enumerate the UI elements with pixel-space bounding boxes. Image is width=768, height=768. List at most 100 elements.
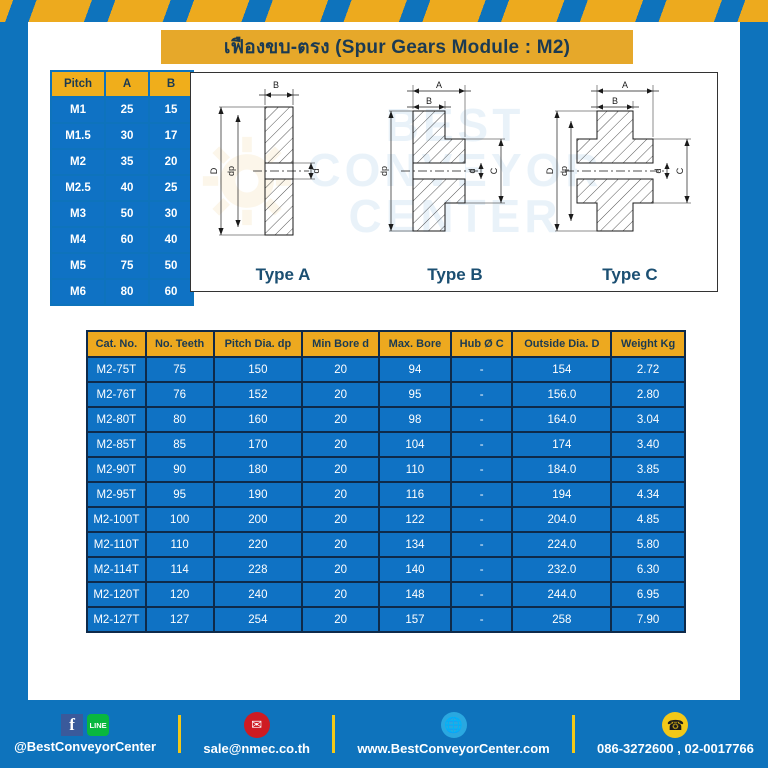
- globe-icon[interactable]: 🌐: [440, 712, 467, 738]
- envelope-icon[interactable]: ✉: [243, 712, 270, 738]
- title-banner: เฟืองขบ-ตรง (Spur Gears Module : M2): [161, 30, 633, 64]
- table-row: M2-110T 110 220 20 134-224.0 5.80: [88, 533, 684, 556]
- pitch-cell: 30: [106, 124, 148, 148]
- spec-cell-pitch-dia: 228: [214, 558, 302, 581]
- pitch-header-pitch: Pitch: [52, 72, 104, 96]
- phone-icon[interactable]: ☎: [662, 712, 689, 738]
- spec-header-max-bore: Max. Bore: [380, 332, 450, 356]
- spec-cell-cat-no: M2-80T: [88, 408, 145, 431]
- spec-header-row: Cat. No. No. Teeth Pitch Dia. dp Min Bor…: [88, 332, 684, 356]
- footer-website-label: www.BestConveyorCenter.com: [357, 741, 550, 756]
- spec-cell-no-teeth: 127: [146, 608, 213, 631]
- spec-cell-weight: 6.95: [612, 583, 684, 606]
- table-row: M2-76T 76 152 20 95-156.0 2.80: [88, 383, 684, 406]
- table-row: M2-95T 95 190 20 116-194 4.34: [88, 483, 684, 506]
- spec-cell-max-bore: 140: [380, 558, 450, 581]
- spec-cell-no-teeth: 75: [146, 358, 213, 381]
- table-row: M1.5 30 17: [52, 124, 192, 148]
- spec-cell-cat-no: M2-127T: [88, 608, 145, 631]
- svg-text:dp: dp: [379, 166, 389, 176]
- footer-social-group[interactable]: f LINE @BestConveyorCenter: [8, 714, 162, 754]
- spec-cell-outside-dia: 258: [513, 608, 611, 631]
- footer-phone-group[interactable]: ☎ 086-3272600 , 02-0017766: [591, 712, 760, 756]
- spec-cell-outside-dia: 156.0: [513, 383, 611, 406]
- spec-cell-no-teeth: 76: [146, 383, 213, 406]
- table-row: M2-75T 75 150 20 94-154 2.72: [88, 358, 684, 381]
- spec-cell-no-teeth: 85: [146, 433, 213, 456]
- table-row: M2-114T 114 228 20 140-232.0 6.30: [88, 558, 684, 581]
- spec-cell-min-bore: 20: [303, 408, 379, 431]
- spec-cell-pitch-dia: 152: [214, 383, 302, 406]
- footer-email-group[interactable]: ✉ sale@nmec.co.th: [197, 712, 316, 756]
- pitch-cell: 50: [150, 254, 192, 278]
- spec-header-cat-no: Cat. No.: [88, 332, 145, 356]
- spec-cell-weight: 2.72: [612, 358, 684, 381]
- pitch-cell: M2.5: [52, 176, 104, 200]
- spec-cell-pitch-dia: 190: [214, 483, 302, 506]
- spec-cell-outside-dia: 244.0: [513, 583, 611, 606]
- spec-cell-max-bore: 157: [380, 608, 450, 631]
- svg-text:B: B: [426, 96, 432, 106]
- spec-cell-max-bore: 94: [380, 358, 450, 381]
- spec-cell-max-bore: 116: [380, 483, 450, 506]
- line-icon[interactable]: LINE: [87, 714, 110, 736]
- table-row: M2-127T 127 254 20 157-258 7.90: [88, 608, 684, 631]
- spec-cell-weight: 2.80: [612, 383, 684, 406]
- spec-cell-max-bore: 122: [380, 508, 450, 531]
- table-row: M2-90T 90 180 20 110-184.0 3.85: [88, 458, 684, 481]
- footer-phone-label: 086-3272600 , 02-0017766: [597, 741, 754, 756]
- svg-text:C: C: [489, 167, 499, 174]
- spec-cell-outside-dia: 184.0: [513, 458, 611, 481]
- table-row: M4 60 40: [52, 228, 192, 252]
- spec-cell-pitch-dia: 220: [214, 533, 302, 556]
- page-title: เฟืองขบ-ตรง (Spur Gears Module : M2): [223, 37, 571, 58]
- table-row: M2-80T 80 160 20 98-164.0 3.04: [88, 408, 684, 431]
- spec-cell-weight: 3.40: [612, 433, 684, 456]
- spec-cell-cat-no: M2-120T: [88, 583, 145, 606]
- spec-cell-weight: 3.85: [612, 458, 684, 481]
- svg-text:dp: dp: [559, 166, 569, 176]
- spec-cell-max-bore: 148: [380, 583, 450, 606]
- spec-cell-no-teeth: 80: [146, 408, 213, 431]
- spec-cell-hub-c: -: [451, 408, 512, 431]
- svg-text:d: d: [467, 168, 477, 173]
- spec-cell-hub-c: -: [451, 558, 512, 581]
- spec-table: Cat. No. No. Teeth Pitch Dia. dp Min Bor…: [86, 330, 686, 633]
- spec-cell-pitch-dia: 170: [214, 433, 302, 456]
- spec-cell-outside-dia: 224.0: [513, 533, 611, 556]
- spec-table-body: M2-75T 75 150 20 94-154 2.72 M2-76T 76 152 20 95-1…: [88, 358, 684, 631]
- spec-cell-min-bore: 20: [303, 433, 379, 456]
- table-row: M1 25 15: [52, 98, 192, 122]
- facebook-icon[interactable]: f: [61, 714, 84, 736]
- svg-text:D: D: [545, 167, 555, 174]
- spec-cell-hub-c: -: [451, 583, 512, 606]
- svg-text:B: B: [273, 80, 279, 90]
- spec-cell-no-teeth: 95: [146, 483, 213, 506]
- spec-cell-cat-no: M2-100T: [88, 508, 145, 531]
- svg-text:C: C: [675, 167, 685, 174]
- pitch-cell: 75: [106, 254, 148, 278]
- footer-bar: f LINE @BestConveyorCenter ✉ sale@nmec.c…: [0, 700, 768, 768]
- spec-cell-max-bore: 110: [380, 458, 450, 481]
- spec-cell-min-bore: 20: [303, 558, 379, 581]
- pitch-cell: M3: [52, 202, 104, 226]
- spec-cell-cat-no: M2-75T: [88, 358, 145, 381]
- footer-website-group[interactable]: 🌐 www.BestConveyorCenter.com: [351, 712, 555, 756]
- spec-cell-pitch-dia: 180: [214, 458, 302, 481]
- pitch-cell: 17: [150, 124, 192, 148]
- spec-cell-hub-c: -: [451, 608, 512, 631]
- pitch-cell: 20: [150, 150, 192, 174]
- footer-separator: [332, 715, 336, 753]
- pitch-table-header-row: Pitch A B: [52, 72, 192, 96]
- svg-text:D: D: [209, 167, 219, 174]
- pitch-cell: M2: [52, 150, 104, 174]
- spec-cell-outside-dia: 154: [513, 358, 611, 381]
- spec-cell-pitch-dia: 200: [214, 508, 302, 531]
- spec-cell-outside-dia: 232.0: [513, 558, 611, 581]
- footer-separator: [178, 715, 182, 753]
- table-row: M5 75 50: [52, 254, 192, 278]
- pitch-cell: M1: [52, 98, 104, 122]
- diagram-box: BEST CONVEYOR CENTER: [190, 72, 718, 292]
- spec-cell-min-bore: 20: [303, 483, 379, 506]
